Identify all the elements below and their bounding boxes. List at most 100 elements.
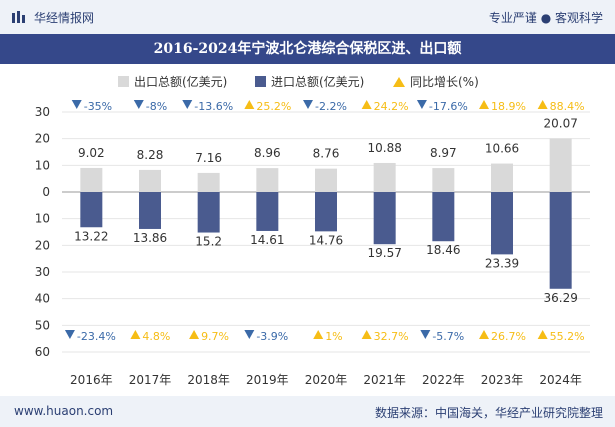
down-triangle-icon bbox=[420, 330, 431, 339]
bar-export bbox=[432, 168, 455, 192]
growth-label-export: 18.9% bbox=[491, 100, 526, 113]
growth-label-import: -23.4% bbox=[77, 330, 116, 343]
data-label-export: 9.02 bbox=[78, 146, 105, 160]
up-triangle-icon bbox=[479, 330, 489, 339]
x-tick-label: 2024年 bbox=[539, 373, 582, 387]
up-triangle-icon bbox=[479, 100, 489, 109]
bar-export bbox=[373, 162, 396, 192]
bar-import bbox=[315, 192, 337, 232]
up-triangle-icon bbox=[537, 330, 548, 339]
y-tick-label: 20 bbox=[35, 238, 50, 252]
down-triangle-icon bbox=[303, 100, 313, 109]
growth-label-export: 24.2% bbox=[374, 100, 409, 113]
growth-label-export: 88.4% bbox=[550, 100, 585, 113]
y-tick-label: 40 bbox=[35, 292, 50, 306]
data-label-import: 14.76 bbox=[309, 233, 343, 247]
bar-import bbox=[432, 192, 455, 242]
y-axis: 30 20 10 0 10 20 30 40 50 60 bbox=[35, 105, 50, 359]
growth-label-import: 32.7% bbox=[374, 330, 409, 343]
x-tick-label: 2023年 bbox=[481, 373, 524, 387]
brand-logo-icon bbox=[12, 11, 25, 23]
down-triangle-icon bbox=[64, 330, 75, 339]
growth-label-import: 1% bbox=[325, 330, 342, 343]
chart-title: 2016-2024年宁波北仑港综合保税区进、出口额 bbox=[153, 41, 462, 57]
growth-label-import: 9.7% bbox=[201, 330, 229, 343]
website-link[interactable]: www.huaon.com bbox=[14, 404, 114, 418]
legend-swatch-export bbox=[118, 76, 129, 87]
bar-import bbox=[549, 192, 572, 289]
chart-legend: 出口总额(亿美元) 进口总额(亿美元) 同比增长(%) bbox=[0, 73, 615, 91]
bar-export bbox=[549, 138, 572, 192]
growth-label-export: -13.6% bbox=[194, 100, 233, 113]
data-label-import: 14.61 bbox=[250, 233, 284, 247]
growth-label-export: -8% bbox=[146, 100, 167, 113]
legend-label-import: 进口总额(亿美元) bbox=[271, 75, 365, 89]
data-label-import: 15.2 bbox=[195, 235, 222, 249]
x-tick-label: 2018年 bbox=[187, 373, 230, 387]
data-label-import: 36.29 bbox=[543, 291, 577, 305]
up-triangle-icon bbox=[361, 330, 372, 339]
bar-export bbox=[256, 168, 279, 192]
growth-label-import: -5.7% bbox=[432, 330, 464, 343]
bar-import bbox=[80, 192, 103, 228]
legend-item-growth: 同比增长(%) bbox=[393, 73, 479, 90]
tagline: 专业严谨 ● 客观科学 bbox=[488, 11, 603, 25]
data-label-import: 13.22 bbox=[74, 229, 108, 243]
growth-label-export: 25.2% bbox=[256, 100, 291, 113]
data-labels: 9.02 13.22 8.28 13.86 7.16 15.2 8.96 14.61 8.76 1… bbox=[74, 116, 578, 304]
growth-labels: -35% -23.4% -8% 4.8% -13.6% 9.7% 25.2% -3.9% -2.… bbox=[64, 100, 585, 343]
bar-import bbox=[197, 192, 220, 233]
bar-export bbox=[315, 168, 337, 192]
down-triangle-icon bbox=[182, 100, 193, 109]
growth-label-export: -17.6% bbox=[429, 100, 468, 113]
down-triangle-icon bbox=[244, 330, 255, 339]
bars bbox=[80, 138, 572, 289]
data-label-import: 18.46 bbox=[426, 243, 460, 257]
y-tick-label: 30 bbox=[35, 105, 50, 119]
up-triangle-icon bbox=[313, 330, 324, 339]
x-tick-label: 2021年 bbox=[363, 373, 406, 387]
bar-export bbox=[197, 172, 220, 192]
growth-label-export: -2.2% bbox=[315, 100, 347, 113]
data-label-export: 8.76 bbox=[313, 147, 340, 161]
legend-item-import: 进口总额(亿美元) bbox=[255, 73, 364, 90]
data-source: 数据来源：中国海关，华经产业研究院整理 bbox=[374, 406, 603, 420]
growth-label-import: 55.2% bbox=[550, 330, 585, 343]
data-label-export: 8.97 bbox=[430, 146, 457, 160]
top-bar bbox=[0, 0, 615, 34]
title-bar bbox=[0, 34, 615, 64]
y-tick-label: 10 bbox=[35, 158, 50, 172]
data-label-import: 13.86 bbox=[133, 231, 167, 245]
y-tick-label: 30 bbox=[35, 265, 50, 279]
data-label-import: 19.57 bbox=[367, 246, 401, 260]
data-label-export: 10.88 bbox=[367, 141, 401, 155]
up-triangle-icon bbox=[189, 330, 200, 339]
growth-label-import: -3.9% bbox=[256, 330, 288, 343]
growth-label-export: -35% bbox=[84, 100, 112, 113]
x-tick-label: 2017年 bbox=[129, 373, 172, 387]
data-label-export: 20.07 bbox=[543, 116, 577, 130]
x-tick-label: 2022年 bbox=[422, 373, 465, 387]
bar-import bbox=[373, 192, 396, 245]
legend-swatch-import bbox=[255, 76, 266, 87]
y-tick-label: 50 bbox=[35, 318, 50, 332]
legend-triangle-icon bbox=[393, 76, 405, 87]
up-triangle-icon bbox=[537, 100, 548, 109]
chart-area: 30 20 10 0 10 20 30 40 50 60 9.02 13.22 8.28 13.86 7.… bbox=[35, 100, 590, 387]
up-triangle-icon bbox=[244, 100, 255, 109]
y-tick-label: 0 bbox=[42, 185, 50, 199]
up-triangle-icon bbox=[361, 100, 372, 109]
up-triangle-icon bbox=[130, 330, 141, 339]
y-tick-label: 60 bbox=[35, 345, 50, 359]
bar-export bbox=[491, 163, 513, 192]
data-label-export: 8.28 bbox=[137, 148, 164, 162]
x-axis: 2016年 2017年 2018年 2019年 2020年 2021年 2022年 2023年… bbox=[70, 373, 582, 387]
y-tick-label: 20 bbox=[35, 132, 50, 146]
bar-import bbox=[139, 192, 161, 229]
footer-bar bbox=[0, 396, 615, 427]
brand-name: 华经情报网 bbox=[34, 11, 95, 25]
down-triangle-icon bbox=[133, 100, 144, 109]
down-triangle-icon bbox=[416, 100, 427, 109]
legend-label-export: 出口总额(亿美元) bbox=[134, 75, 228, 89]
bar-import bbox=[256, 192, 279, 231]
